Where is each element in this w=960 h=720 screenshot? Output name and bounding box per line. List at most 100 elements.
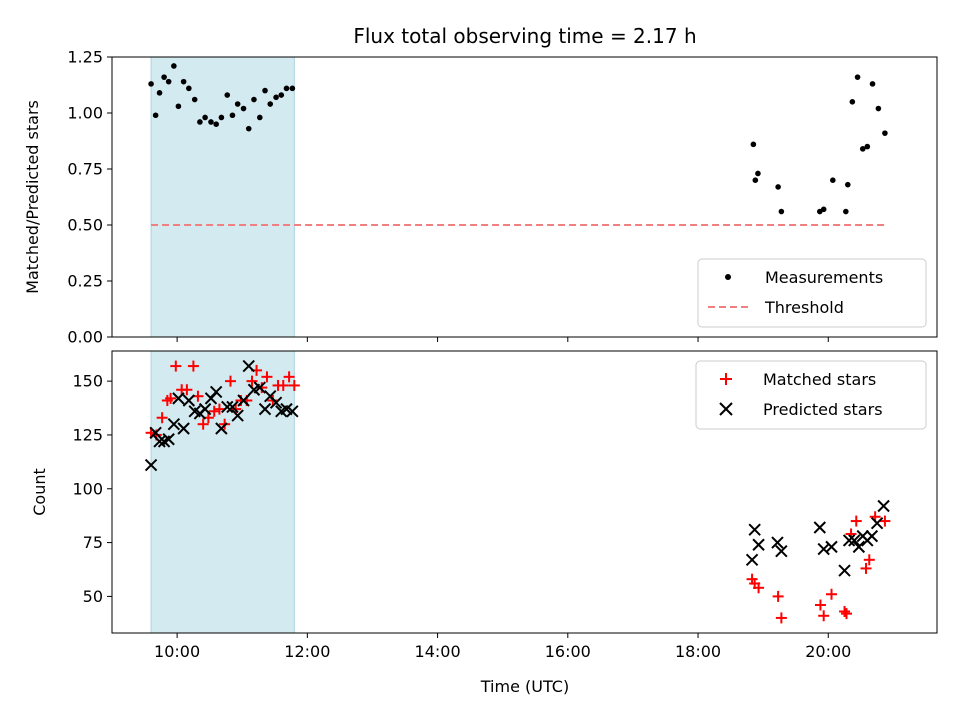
measurement-point — [875, 105, 882, 112]
measurement-point — [202, 114, 208, 121]
bottom-ytick-label: 100 — [72, 479, 103, 498]
legend-predicted-marker — [719, 402, 733, 416]
legend-threshold-label: Threshold — [764, 298, 844, 317]
measurement-point — [191, 96, 198, 103]
bottom-y-axis-label: Count — [30, 468, 49, 516]
bottom-ytick-label: 50 — [83, 587, 103, 606]
matched-star-point — [840, 608, 852, 620]
predicted-star-point — [231, 409, 244, 422]
top-panel: 0.00 0.25 0.50 0.75 1.00 1.25 Matched/Predict… — [23, 48, 938, 347]
measurement-point — [171, 63, 177, 69]
measurement-point — [830, 177, 836, 183]
matched-star-point — [850, 515, 862, 527]
predicted-star-point — [242, 359, 255, 373]
predicted-star-point — [153, 435, 166, 448]
bottom-panel: 50 75 100 125 150 10:00 12:00 14:00 16:00 18:00 2… — [30, 350, 938, 696]
top-ytick-label: 0.50 — [67, 216, 103, 235]
matched-star-point — [170, 360, 182, 372]
predicted-star-point — [167, 417, 181, 431]
x-tick-label: 10:00 — [154, 642, 200, 661]
legend-predicted-label: Predicted stars — [763, 400, 883, 419]
measurement-point — [180, 78, 187, 85]
measurement-point — [251, 96, 257, 103]
predicted-star-point — [813, 521, 827, 534]
x-tick-label: 18:00 — [675, 642, 721, 661]
measurement-point — [854, 74, 861, 80]
predicted-star-point — [198, 402, 212, 416]
matched-star-point — [775, 612, 787, 624]
predicted-star-point — [269, 396, 283, 409]
measurement-point — [148, 81, 154, 87]
predicted-star-point — [825, 540, 838, 554]
measurement-point — [245, 125, 252, 132]
x-tick-label: 14:00 — [415, 642, 461, 661]
measurement-point — [156, 90, 163, 96]
predicted-star-point — [144, 458, 158, 472]
predicted-star-point — [745, 553, 759, 567]
measurement-point — [234, 101, 241, 107]
measurement-point — [262, 87, 268, 94]
matched-star-point — [213, 403, 225, 415]
measurement-point — [864, 143, 871, 150]
bottom-ytick-label: 150 — [72, 372, 103, 391]
measurement-point — [224, 92, 231, 98]
measurement-point — [820, 206, 827, 213]
measurement-point — [752, 177, 759, 183]
matched-star-point — [261, 371, 273, 383]
measurement-point — [165, 78, 172, 85]
matched-star-point — [863, 554, 875, 566]
predicted-star-point — [221, 400, 234, 414]
measurement-point — [882, 130, 888, 136]
measurement-point — [161, 74, 167, 80]
predicted-star-point — [182, 394, 196, 407]
matched-star-point — [246, 375, 258, 387]
top-ytick-label: 1.25 — [67, 48, 103, 67]
predicted-star-point — [748, 523, 761, 536]
top-ytick-label: 0.00 — [67, 328, 103, 347]
matched-star-point — [283, 371, 295, 383]
predicted-star-point — [771, 536, 784, 549]
x-tick-label: 16:00 — [545, 642, 591, 661]
predicted-star-point — [775, 544, 788, 558]
bottom-legend-frame — [695, 360, 927, 430]
matched-star-point — [839, 605, 851, 617]
predicted-star-point — [852, 540, 866, 554]
measurement-point — [267, 101, 274, 107]
matched-star-point — [860, 562, 872, 574]
measurement-point — [218, 114, 225, 121]
legend-measurements-label: Measurements — [765, 268, 883, 287]
predicted-star-point — [286, 405, 299, 418]
measurement-point — [197, 119, 203, 125]
matched-star-point — [256, 382, 268, 394]
predicted-star-point — [172, 392, 185, 405]
measurement-point — [289, 85, 296, 92]
predicted-star-point — [215, 422, 228, 435]
matched-star-point — [197, 418, 209, 430]
predicted-star-point — [842, 534, 856, 547]
legend-matched-label: Matched stars — [763, 370, 876, 389]
measurement-point — [859, 146, 866, 152]
bottom-ytick-label: 75 — [83, 533, 103, 552]
measurement-point — [750, 141, 757, 148]
matched-star-point — [156, 412, 168, 424]
predicted-star-point — [237, 394, 250, 407]
bottom-legend: Matched stars Predicted stars — [695, 360, 927, 430]
predicted-star-point — [865, 529, 879, 543]
predicted-star-point — [226, 400, 239, 414]
matched-star-point — [814, 599, 826, 611]
measurement-point — [869, 81, 876, 87]
measurement-point — [152, 112, 159, 119]
matched-star-point — [753, 582, 765, 594]
measurement-point — [186, 85, 192, 92]
measurement-point — [843, 208, 849, 215]
matched-star-point — [772, 590, 784, 602]
top-axes-frame — [111, 56, 938, 338]
predicted-star-point — [752, 538, 765, 551]
predicted-star-point — [870, 517, 884, 530]
measurement-point — [755, 170, 761, 177]
measurement-point — [849, 99, 856, 105]
top-shaded-interval — [150, 56, 295, 338]
top-legend-frame — [697, 258, 927, 328]
